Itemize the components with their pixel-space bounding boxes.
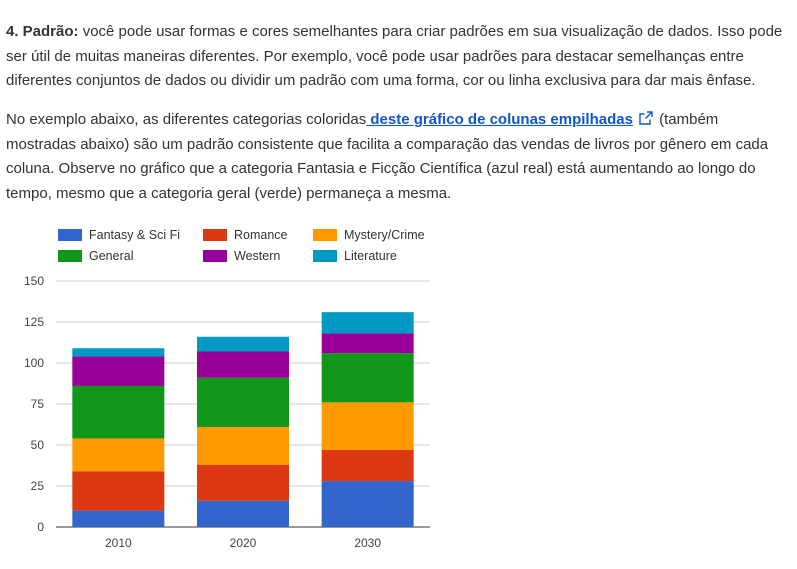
chart-bars [72, 312, 414, 527]
x-tick-label: 2020 [230, 536, 257, 550]
example-paragraph: No exemplo abaixo, as diferentes categor… [6, 108, 786, 206]
y-tick-label: 75 [31, 397, 45, 411]
example-text-before: No exemplo abaixo, as diferentes categor… [6, 111, 367, 128]
stacked-column-chart: 0 25 50 75 100 125 150 2010 2020 2030 Fantasy & … [24, 228, 430, 550]
y-tick-label: 100 [24, 356, 44, 370]
legend-swatch [313, 250, 337, 262]
bar-segment [321, 333, 414, 354]
bar-segment [321, 312, 414, 334]
legend-swatch [313, 229, 337, 241]
bar-segment [197, 464, 289, 501]
bar-segment [197, 336, 289, 352]
y-tick-label: 125 [24, 315, 44, 329]
bar-segment [72, 356, 165, 386]
bar-segment [321, 481, 414, 527]
legend-label: Literature [344, 249, 397, 263]
example-text-after: (também mostradas abaixo) são um padrão … [6, 111, 769, 202]
x-axis-ticks: 2010 2020 2030 [105, 536, 381, 550]
legend-label: Western [234, 249, 280, 263]
bar-segment [321, 353, 414, 403]
bar-segment [72, 510, 165, 527]
pattern-text: você pode usar formas e cores semelhante… [6, 23, 783, 89]
bar-segment [197, 426, 289, 465]
bar-segment [197, 351, 289, 378]
legend-label: Romance [234, 228, 288, 242]
pattern-heading: 4. Padrão: [6, 23, 79, 40]
legend-item: Romance [203, 228, 288, 242]
legend-swatch [58, 250, 82, 262]
bar-segment [72, 348, 165, 357]
legend-swatch [203, 250, 227, 262]
bar-segment [321, 449, 414, 482]
stacked-column-chart-link[interactable]: deste gráfico de colunas empilhadas [366, 111, 633, 128]
x-tick-label: 2010 [105, 536, 132, 550]
bar-segment [197, 377, 289, 427]
chart-legend: Fantasy & Sci Fi Romance Mystery/Crime Gene… [58, 228, 425, 263]
legend-swatch [203, 229, 227, 241]
bar-segment [72, 438, 165, 472]
bar-segment [321, 402, 414, 450]
external-link-icon[interactable] [639, 111, 653, 125]
bar-segment [72, 471, 165, 511]
pattern-paragraph: 4. Padrão: você pode usar formas e cores… [6, 20, 786, 94]
y-tick-label: 50 [31, 438, 45, 452]
y-tick-label: 0 [37, 520, 44, 534]
y-tick-label: 150 [24, 274, 44, 288]
y-axis-ticks: 0 25 50 75 100 125 150 [24, 274, 44, 534]
legend-item: Western [203, 249, 280, 263]
legend-item: Fantasy & Sci Fi [58, 228, 180, 242]
legend-item: Mystery/Crime [313, 228, 425, 242]
bar-segment [197, 500, 289, 527]
legend-label: Mystery/Crime [344, 228, 425, 242]
legend-item: General [58, 249, 133, 263]
legend-item: Literature [313, 249, 397, 263]
x-tick-label: 2030 [354, 536, 381, 550]
bar-segment [72, 385, 165, 439]
legend-swatch [58, 229, 82, 241]
legend-label: General [89, 249, 133, 263]
legend-label: Fantasy & Sci Fi [89, 228, 180, 242]
y-tick-label: 25 [31, 479, 45, 493]
